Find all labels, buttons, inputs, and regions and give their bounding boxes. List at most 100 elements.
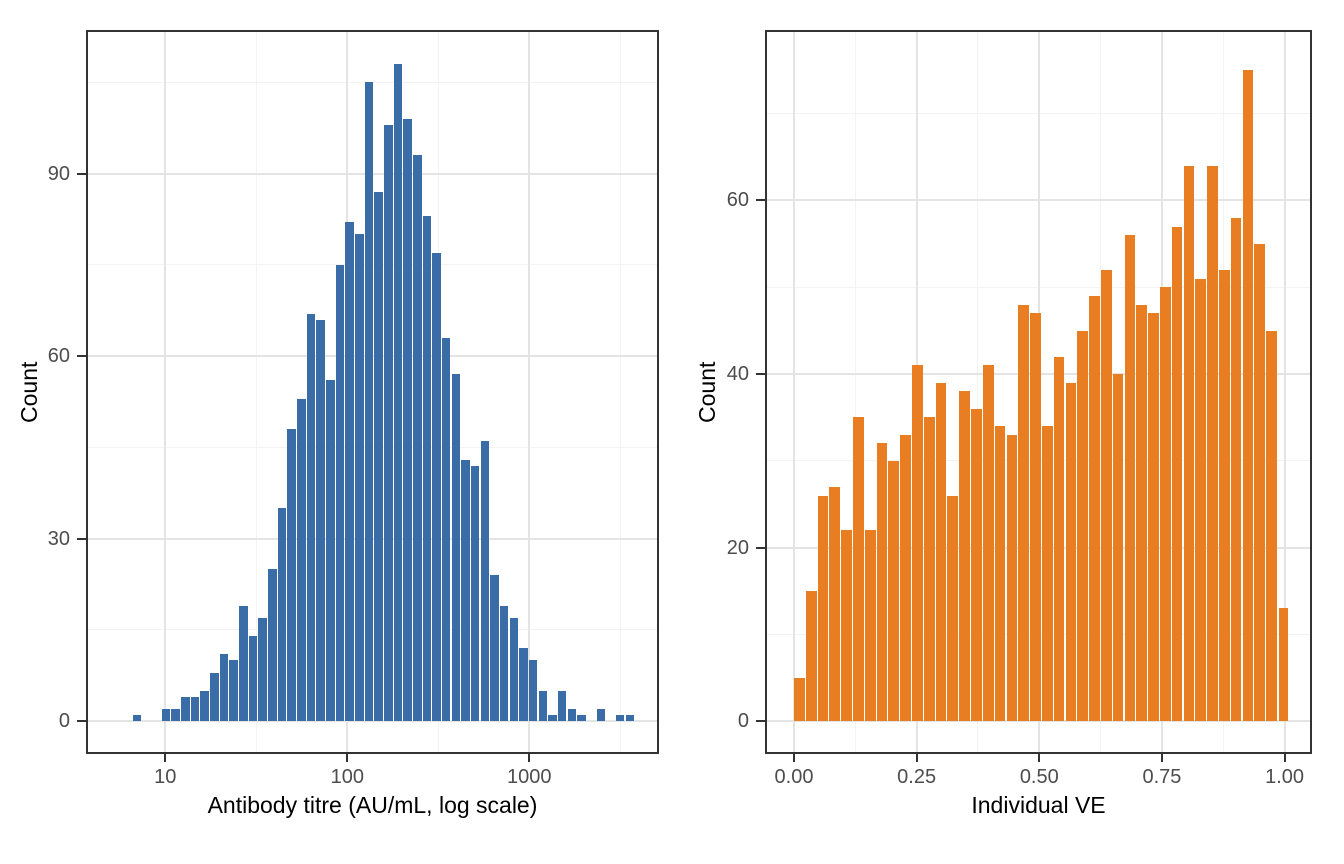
y-tick-label: 90 — [47, 162, 70, 185]
x-tick-label: 0.25 — [897, 766, 937, 788]
histogram-bar — [596, 709, 606, 722]
histogram-bar — [132, 715, 142, 722]
y-tick-label: 60 — [726, 189, 749, 212]
histogram-bar — [567, 709, 577, 722]
x-major-gridline — [792, 30, 795, 754]
x-tick-label: 1000 — [507, 766, 552, 788]
histogram-bar — [615, 715, 625, 722]
histogram-bar — [519, 648, 528, 722]
histogram-bar — [971, 408, 982, 721]
histogram-bar — [959, 391, 970, 721]
x-minor-gridline — [255, 30, 257, 754]
right-y-axis-title: Count — [694, 361, 720, 423]
histogram-bar — [461, 459, 470, 722]
x-axis-tick — [528, 754, 531, 762]
histogram-bar — [853, 417, 864, 722]
histogram-bar — [412, 155, 422, 722]
y-axis-tick — [77, 537, 86, 540]
histogram-bar — [451, 374, 461, 722]
x-minor-gridline — [977, 30, 979, 754]
histogram-bar — [171, 709, 180, 722]
y-axis-tick — [756, 372, 765, 375]
histogram-bar — [1124, 235, 1136, 721]
histogram-bar — [805, 590, 817, 721]
x-tick-label: 0.75 — [1142, 766, 1182, 788]
y-axis-tick — [77, 172, 86, 175]
histogram-bar — [1077, 330, 1089, 721]
histogram-bar — [1041, 426, 1053, 722]
histogram-bar — [923, 417, 935, 722]
histogram-bar — [161, 709, 171, 722]
capped-histogram-bar — [1279, 608, 1288, 721]
histogram-bar — [258, 617, 267, 722]
histogram-bar — [480, 441, 490, 722]
histogram-bar — [209, 672, 219, 722]
histogram-bar — [335, 264, 345, 722]
histogram-bar — [287, 429, 296, 722]
x-axis-tick — [1283, 754, 1286, 762]
y-major-gridline — [765, 199, 1312, 202]
histogram-bar — [625, 715, 635, 722]
histogram-bar — [935, 382, 947, 722]
y-tick-label: 0 — [58, 710, 70, 733]
histogram-bar — [374, 191, 383, 722]
histogram-bar — [403, 118, 412, 722]
x-tick-label: 10 — [154, 766, 177, 788]
histogram-bar — [1171, 226, 1183, 721]
histogram-bar — [1100, 269, 1112, 721]
x-axis-tick — [792, 754, 795, 762]
histogram-bar — [306, 313, 316, 722]
histogram-bar — [364, 82, 374, 722]
histogram-bar — [876, 443, 888, 721]
left-y-axis-title: Count — [16, 361, 42, 423]
x-tick-label: 0.50 — [1019, 766, 1059, 788]
x-major-gridline — [528, 30, 531, 754]
histogram-bar — [947, 495, 959, 722]
x-minor-gridline — [854, 30, 856, 754]
y-tick-label: 30 — [47, 527, 70, 550]
histogram-bar — [499, 605, 509, 722]
histogram-bar — [1195, 278, 1207, 722]
histogram-bar — [238, 605, 248, 722]
x-tick-label: 1.00 — [1265, 766, 1305, 788]
histogram-bar — [1148, 313, 1159, 722]
x-axis-tick — [1038, 754, 1041, 762]
histogram-bar — [994, 426, 1006, 722]
x-axis-tick — [915, 754, 918, 762]
y-major-gridline — [86, 720, 659, 723]
histogram-bar — [1242, 70, 1254, 721]
histogram-bar — [470, 465, 480, 722]
histogram-bar — [557, 690, 567, 722]
histogram-bar — [277, 508, 287, 722]
x-major-gridline — [1283, 30, 1286, 754]
histogram-bar — [422, 216, 432, 722]
y-tick-label: 60 — [47, 345, 70, 368]
histogram-bar — [1030, 313, 1041, 722]
histogram-bar — [1266, 330, 1277, 721]
histogram-bar — [248, 636, 258, 722]
histogram-bar — [1218, 269, 1230, 721]
histogram-bar — [1254, 243, 1266, 722]
histogram-bar — [190, 696, 200, 722]
x-major-gridline — [164, 30, 167, 754]
histogram-bar — [982, 365, 994, 721]
histogram-bar — [267, 569, 277, 722]
histogram-bar — [864, 530, 876, 722]
histogram-bar — [548, 715, 557, 722]
histogram-bar — [1230, 217, 1242, 721]
y-tick-label: 20 — [726, 536, 749, 559]
x-axis-tick — [1160, 754, 1163, 762]
y-axis-tick — [77, 720, 86, 723]
histogram-bar — [509, 617, 519, 722]
y-axis-tick — [756, 546, 765, 549]
histogram-bar — [1065, 382, 1077, 722]
histogram-bar — [794, 677, 805, 722]
y-axis-tick — [77, 355, 86, 358]
left-histogram-panel: 10 100 1000 0 30 60 90 — [48, 30, 659, 788]
histogram-bar — [900, 434, 911, 721]
histogram-bar — [912, 365, 923, 721]
x-minor-gridline — [619, 30, 621, 754]
histogram-bar — [1207, 165, 1218, 722]
histogram-bar — [354, 234, 364, 722]
